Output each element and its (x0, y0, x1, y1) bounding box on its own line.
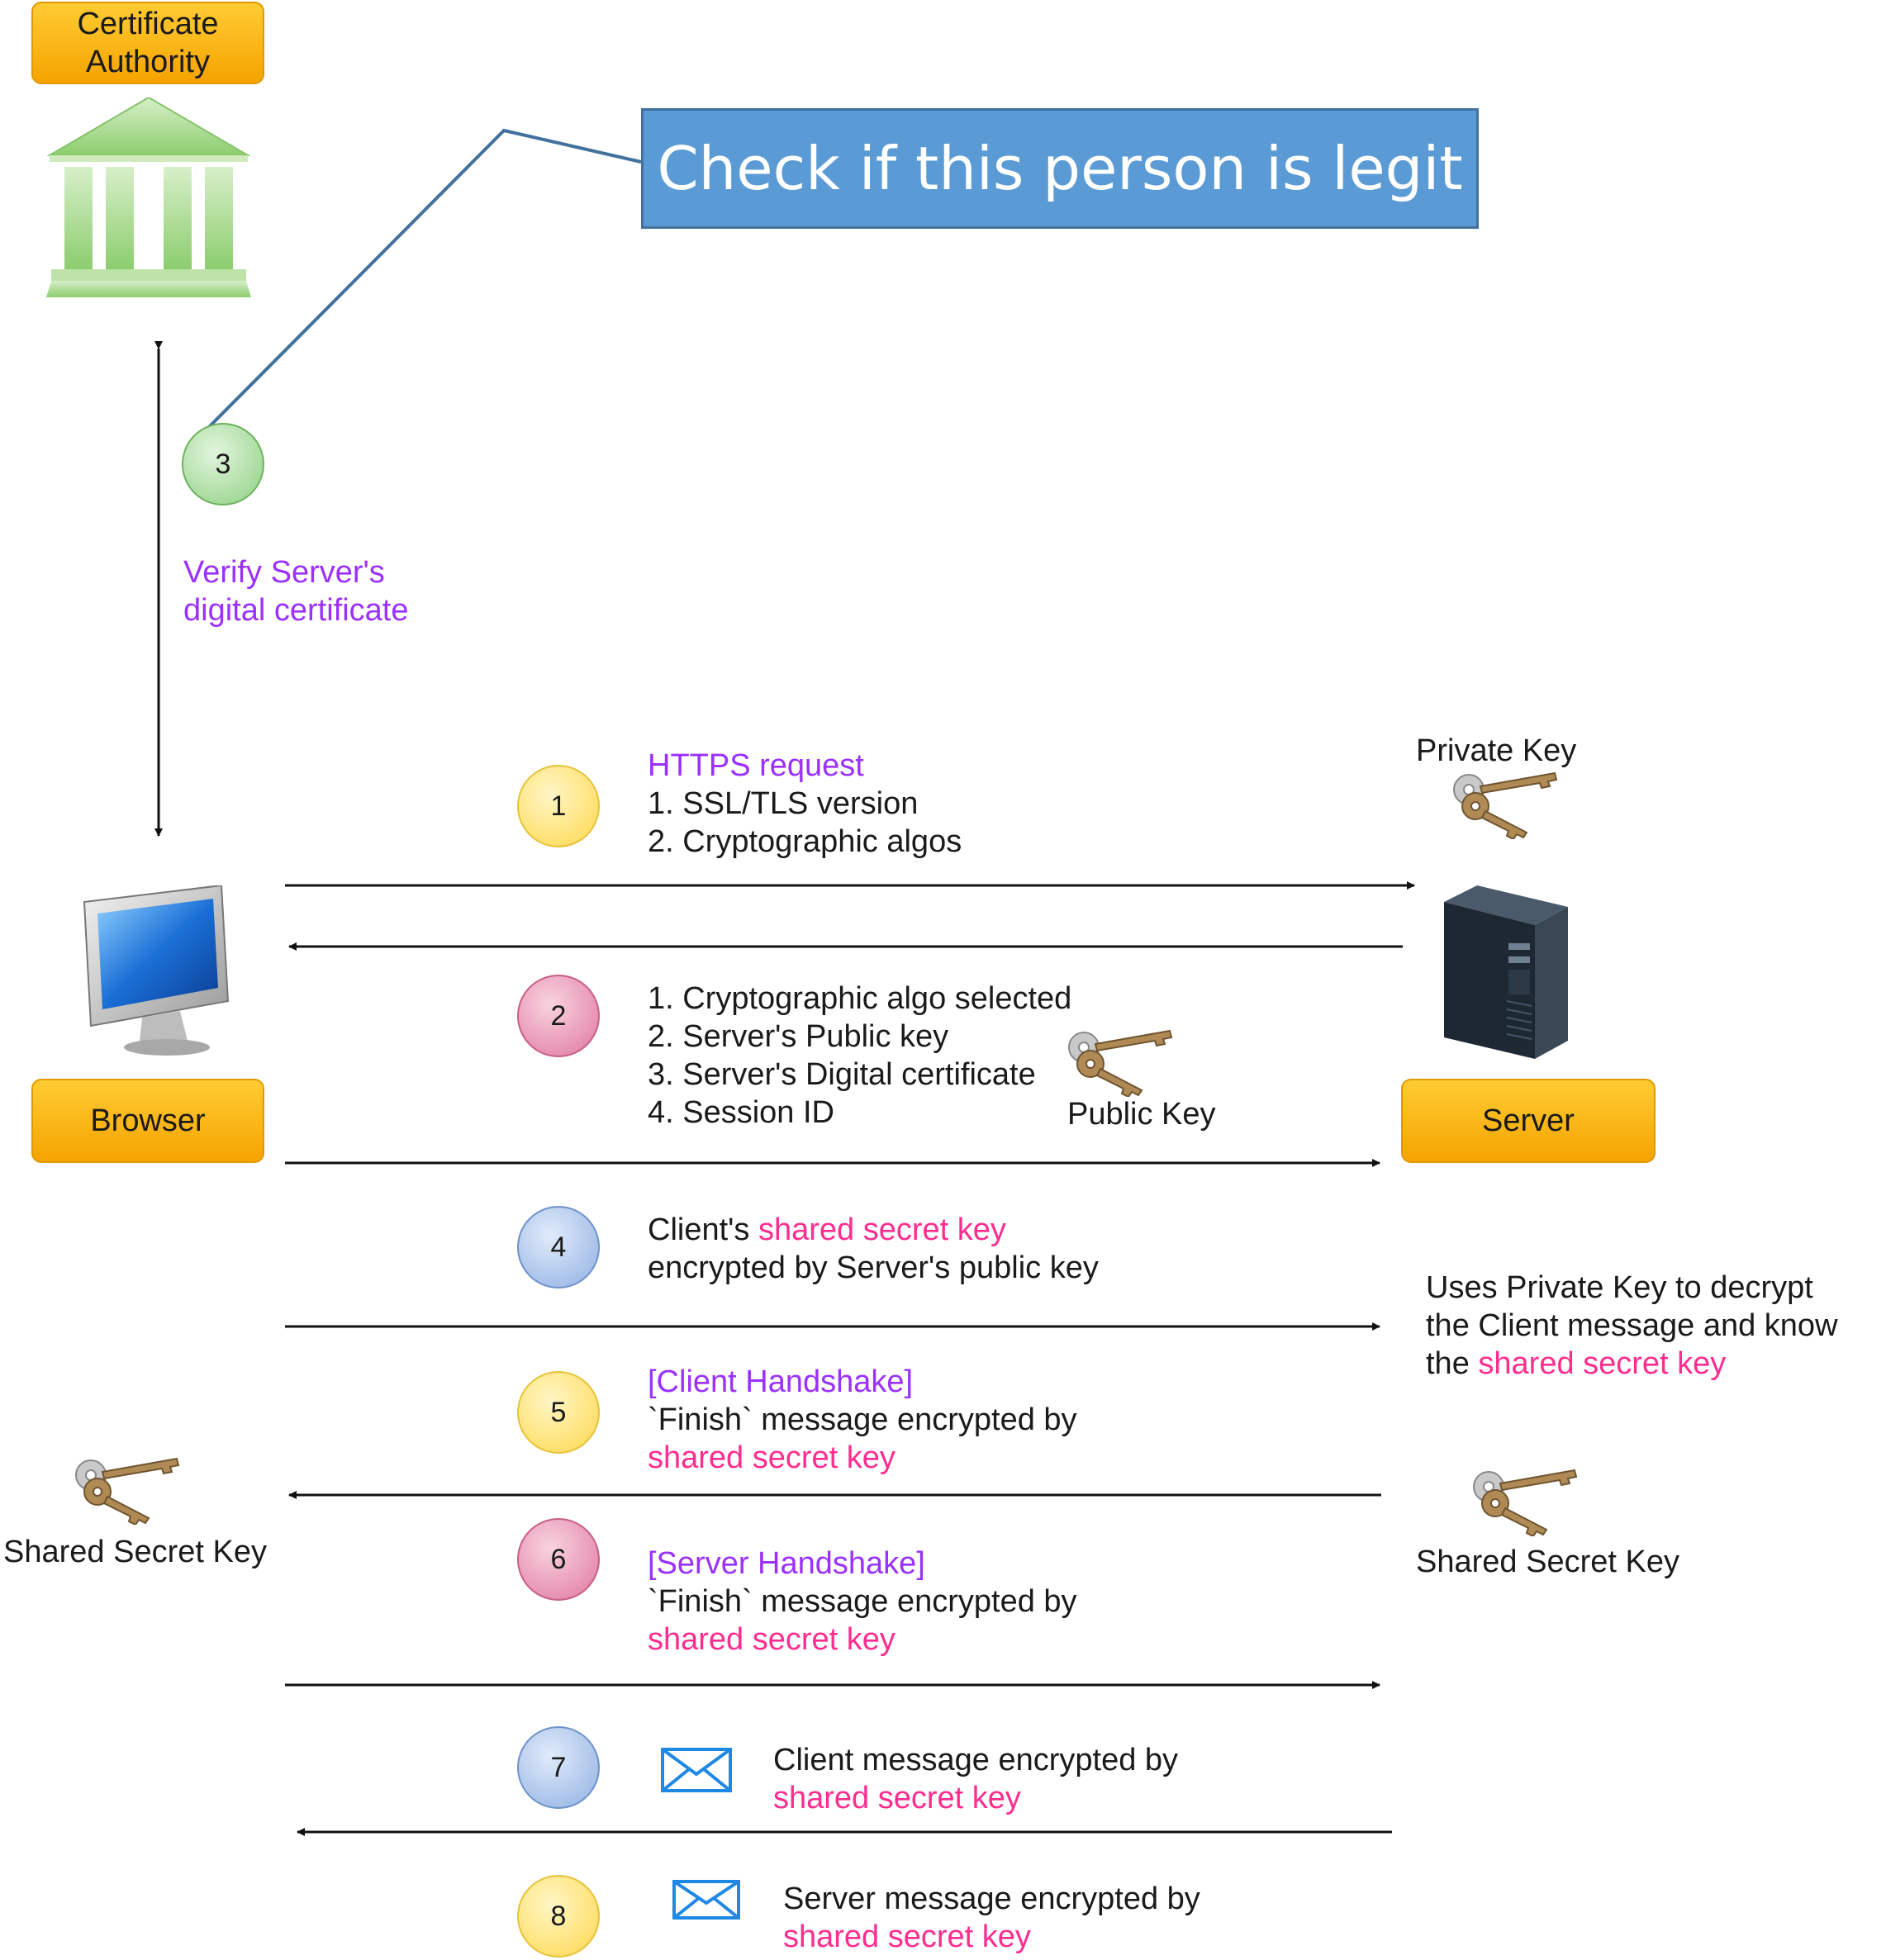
server-note-highlight: shared secret key (1478, 1346, 1727, 1381)
step-number: 8 (550, 1900, 567, 1932)
step7-line-1: Client message encrypted by (773, 1743, 1179, 1777)
step-number: 3 (215, 448, 231, 480)
shared-secret-key-label-right: Shared Secret Key (1416, 1545, 1679, 1579)
private-key-label: Private Key (1416, 733, 1577, 768)
step1-text: HTTPS request 1. SSL/TLS version 2. Cryp… (648, 747, 962, 861)
server-note-line-2: the Client message and know (1426, 1308, 1838, 1343)
step-badge-1: 1 (517, 765, 600, 847)
callout-text: Check if this person is legit (657, 134, 1463, 203)
step2-text: 1. Cryptographic algo selected 2. Server… (648, 980, 1071, 1132)
server-node: Server (1401, 1079, 1656, 1163)
server-decrypt-note: Uses Private Key to decrypt the Client m… (1426, 1269, 1838, 1383)
step2-line-3: 3. Server's Digital certificate (648, 1057, 1036, 1092)
step2-line-2: 2. Server's Public key (648, 1019, 949, 1054)
step-badge-2: 2 (517, 975, 600, 1057)
step-badge-5: 5 (517, 1371, 600, 1454)
step8-line-1: Server message encrypted by (783, 1882, 1200, 1916)
step-number: 7 (550, 1751, 567, 1783)
step6-line-1: `Finish` message encrypted by (648, 1584, 1077, 1619)
shared-keys-icon-left (75, 1457, 180, 1525)
envelope-icon (661, 1748, 732, 1792)
shared-keys-icon-right (1473, 1469, 1578, 1536)
callout-connector (197, 128, 642, 439)
step-number: 6 (550, 1543, 567, 1575)
step6-title: [Server Handshake] (648, 1546, 925, 1581)
step7-text: Client message encrypted by shared secre… (773, 1741, 1178, 1817)
server-note-prefix: the (1426, 1346, 1479, 1381)
step1-title: HTTPS request (648, 748, 864, 783)
step4-highlight: shared secret key (758, 1213, 1006, 1247)
step-number: 2 (550, 999, 567, 1032)
verify-certificate-text: Verify Server's digital certificate (183, 553, 408, 629)
step-badge-4: 4 (517, 1206, 600, 1288)
step4-prefix: Client's (648, 1213, 758, 1247)
server-tower-icon (1444, 885, 1568, 1059)
public-keys-icon (1068, 1029, 1173, 1097)
step2-line-1: 1. Cryptographic algo selected (648, 981, 1072, 1016)
step5-title: [Client Handshake] (648, 1364, 914, 1399)
server-label: Server (1482, 1103, 1575, 1138)
server-note-line-3: the shared secret key (1426, 1345, 1838, 1383)
desktop-monitor-icon (83, 885, 230, 1056)
step2-line-4: 4. Session ID (648, 1095, 834, 1130)
step8-highlight: shared secret key (783, 1920, 1031, 1954)
step8-text: Server message encrypted by shared secre… (783, 1880, 1200, 1956)
certificate-authority-label: Certificate Authority (77, 7, 219, 79)
step4-line-1: Client's shared secret key (648, 1211, 1099, 1249)
step7-highlight: shared secret key (773, 1781, 1021, 1815)
step5-highlight: shared secret key (648, 1440, 895, 1475)
step6-highlight: shared secret key (648, 1622, 895, 1657)
private-keys-icon (1453, 771, 1558, 839)
step-badge-7: 7 (517, 1726, 600, 1809)
verify-line-2: digital certificate (183, 593, 409, 628)
browser-node: Browser (31, 1079, 264, 1163)
certificate-authority-node: Certificate Authority (31, 2, 264, 84)
step-badge-3: 3 (182, 423, 264, 505)
bank-building-icon (46, 97, 251, 297)
step-badge-6: 6 (517, 1518, 600, 1601)
step6-text: [Server Handshake] `Finish` message encr… (648, 1545, 1077, 1659)
callout-box: Check if this person is legit (641, 108, 1479, 229)
step1-line-1: 1. SSL/TLS version (648, 786, 919, 821)
server-note-line-1: Uses Private Key to decrypt (1426, 1270, 1813, 1305)
step4-line-2: encrypted by Server's public key (648, 1251, 1099, 1285)
envelope-icon (672, 1880, 740, 1920)
public-key-label: Public Key (1067, 1097, 1216, 1132)
step-number: 5 (550, 1396, 567, 1428)
step4-text: Client's shared secret key encrypted by … (648, 1211, 1099, 1287)
step1-line-2: 2. Cryptographic algos (648, 824, 962, 859)
step-number: 1 (550, 790, 567, 822)
verify-line-1: Verify Server's (183, 555, 385, 590)
step-number: 4 (550, 1231, 567, 1263)
step5-text: [Client Handshake] `Finish` message encr… (648, 1363, 1077, 1477)
step-badge-8: 8 (517, 1875, 600, 1958)
browser-label: Browser (90, 1103, 206, 1138)
shared-secret-key-label-left: Shared Secret Key (3, 1535, 267, 1569)
step5-line-1: `Finish` message encrypted by (648, 1402, 1077, 1437)
